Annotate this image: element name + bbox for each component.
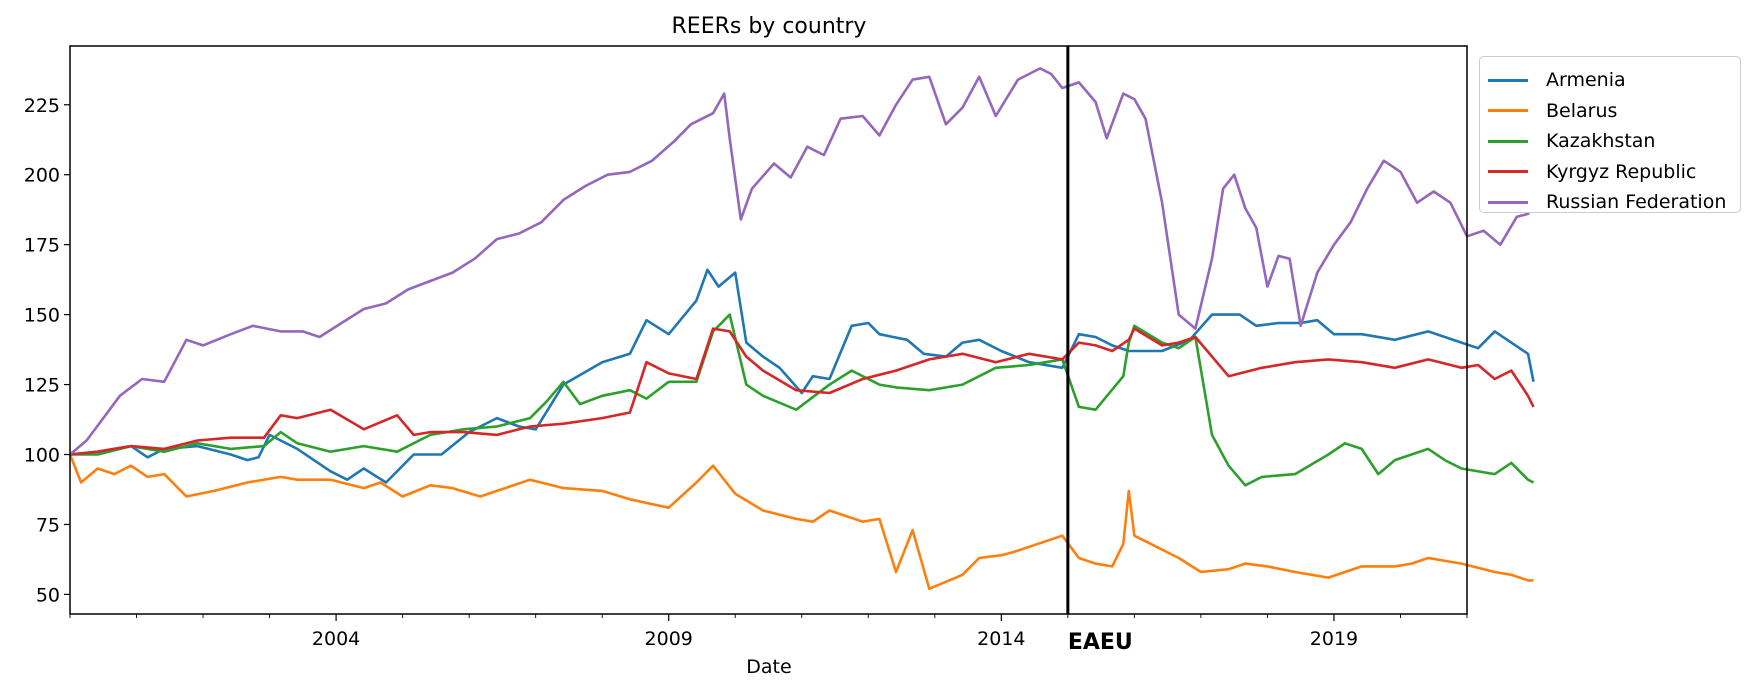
- x-tick-label: 2014: [977, 628, 1025, 650]
- legend-swatch: [1488, 200, 1528, 204]
- x-tick-label: 2019: [1310, 628, 1358, 650]
- legend-swatch: [1488, 109, 1528, 113]
- legend-label: Kazakhstan: [1546, 130, 1656, 153]
- y-axis: 50 75 100 125 150 175 200 225: [24, 95, 70, 606]
- y-tick-label: 200: [24, 165, 60, 187]
- legend-item-4: Russian Federation: [1488, 187, 1740, 218]
- legend-swatch: [1488, 139, 1528, 143]
- x-axis: 2004 2009 2014 2019: [69, 614, 1468, 650]
- eaeu-label: EAEU: [1068, 630, 1133, 655]
- plot-frame: [69, 45, 1468, 615]
- legend-label: Belarus: [1546, 99, 1618, 122]
- x-tick-label: 2009: [645, 628, 693, 650]
- legend-label: Russian Federation: [1546, 191, 1727, 214]
- y-tick-label: 125: [24, 375, 60, 397]
- legend: Armenia Belarus Kazakhstan Kyrgyz Republic R…: [1479, 56, 1741, 213]
- y-tick-label: 50: [36, 584, 60, 606]
- annotation-layer: EAEU: [1066, 46, 1133, 655]
- legend-item-1: Belarus: [1488, 96, 1740, 127]
- y-tick-label: 225: [24, 95, 60, 117]
- legend-item-0: Armenia: [1488, 65, 1740, 96]
- series-line-1: [68, 454, 1534, 591]
- y-tick-label: 175: [24, 235, 60, 257]
- series-line-4: [69, 67, 1535, 456]
- legend-item-2: Kazakhstan: [1488, 126, 1740, 157]
- chart-title: REERs by country: [672, 14, 867, 39]
- legend-swatch: [1488, 170, 1528, 174]
- x-tick-label: 2004: [312, 628, 360, 650]
- x-axis-label: Date: [746, 656, 791, 678]
- legend-item-3: Kyrgyz Republic: [1488, 157, 1740, 188]
- series-lines: [68, 67, 1535, 591]
- y-tick-label: 150: [24, 305, 60, 327]
- legend-swatch: [1488, 78, 1528, 82]
- y-tick-label: 100: [24, 445, 60, 467]
- series-line-0: [69, 268, 1535, 484]
- legend-label: Armenia: [1546, 69, 1626, 92]
- series-line-2: [70, 313, 1535, 487]
- legend-label: Kyrgyz Republic: [1546, 160, 1697, 183]
- y-tick-label: 75: [36, 514, 60, 536]
- series-line-3: [69, 327, 1535, 456]
